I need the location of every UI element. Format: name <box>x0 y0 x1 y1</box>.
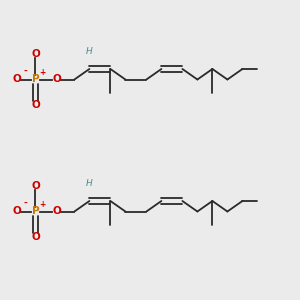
Text: +: + <box>40 200 46 209</box>
Text: O: O <box>52 74 61 85</box>
Text: P: P <box>32 206 39 217</box>
Text: O: O <box>31 232 40 242</box>
Text: O: O <box>31 49 40 59</box>
Text: -: - <box>24 67 27 76</box>
Text: -: - <box>24 199 27 208</box>
Text: P: P <box>32 74 39 85</box>
Text: O: O <box>12 74 21 85</box>
Text: H: H <box>86 46 93 56</box>
Text: +: + <box>40 68 46 77</box>
Text: O: O <box>12 206 21 217</box>
Text: O: O <box>52 206 61 217</box>
Text: O: O <box>31 100 40 110</box>
Text: O: O <box>31 181 40 191</box>
Text: H: H <box>86 178 93 188</box>
